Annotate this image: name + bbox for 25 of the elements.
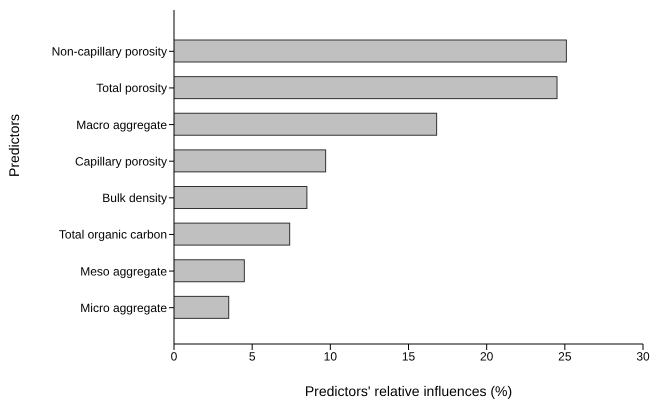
y-tick-label: Macro aggregate [76,118,168,132]
bar [174,76,558,100]
bar [174,259,245,282]
y-tick-label: Micro aggregate [80,300,168,315]
bar [174,112,438,136]
bar [174,149,326,172]
y-tick-label: Bulk density [102,191,167,206]
y-axis-title: Predictors [6,114,22,177]
x-tick-label: 15 [402,350,416,364]
x-tick-label: 0 [170,350,178,364]
x-tick-label: 30 [636,350,650,364]
y-tick-label: Total porosity [96,81,167,96]
y-tick-label: Capillary porosity [74,154,167,168]
x-axis-title: Predictors' relative influences (%) [304,383,512,399]
bar [174,222,290,246]
bar [174,296,230,319]
x-tick-label: 5 [248,350,256,364]
bar [174,40,567,62]
bar [174,186,308,209]
x-tick-label: 20 [480,350,494,364]
x-tick-label: 25 [558,350,572,364]
y-tick-label: Non-capillary porosity [52,44,167,59]
y-tick-label: Total organic carbon [58,228,167,242]
y-tick-label: Meso aggregate [80,264,168,278]
x-tick-label: 10 [324,350,338,364]
